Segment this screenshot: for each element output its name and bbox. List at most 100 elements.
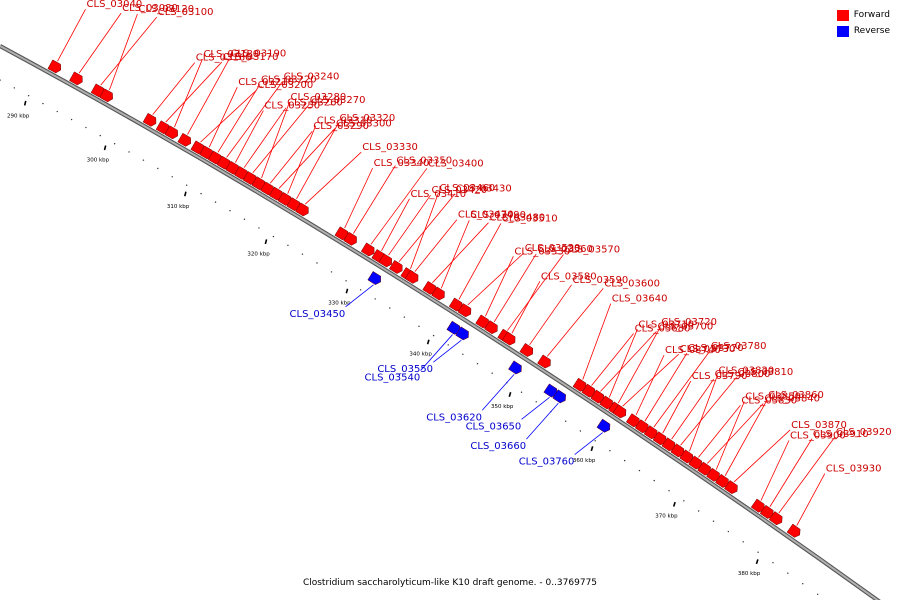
forward-gene-label: CLS_03710 — [638, 319, 694, 330]
forward-gene — [697, 461, 711, 476]
forward-gene-leader — [109, 13, 138, 91]
minor-tick — [345, 280, 347, 282]
minor-tick — [447, 344, 449, 346]
minor-tick — [403, 316, 406, 318]
kbp-tick — [264, 239, 268, 245]
forward-gene-label: CLS_03930 — [826, 464, 882, 475]
forward-gene — [723, 480, 738, 495]
minor-tick — [359, 289, 362, 291]
forward-gene-leader — [733, 429, 791, 483]
reverse-gene-label: CLS_03760 — [519, 457, 575, 468]
minor-tick — [42, 102, 44, 105]
forward-gene-leader — [724, 399, 768, 476]
forward-gene — [786, 523, 801, 538]
forward-gene-leader — [493, 253, 537, 323]
forward-gene-leader — [760, 440, 790, 501]
genome-caption: Clostridium saccharolyticum-like K10 dra… — [302, 578, 598, 588]
forward-gene-leader — [174, 58, 203, 128]
forward-gene — [164, 125, 178, 140]
reverse-gene-label: CLS_03660 — [470, 441, 526, 452]
forward-gene-leader — [344, 167, 373, 229]
minor-tick — [301, 253, 304, 255]
forward-gene-leader — [698, 405, 741, 458]
minor-tick — [229, 209, 231, 212]
kbp-tick — [184, 191, 187, 197]
minor-tick — [316, 262, 318, 264]
forward-gene — [404, 269, 419, 284]
minor-tick — [742, 541, 744, 543]
forward-gene — [378, 253, 392, 268]
backbone — [0, 45, 879, 600]
reverse-gene — [552, 389, 566, 404]
forward-gene-leader — [608, 329, 638, 398]
forward-gene-label: CLS_03590 — [573, 275, 629, 286]
forward-gene-label: CLS_03330 — [362, 142, 418, 153]
forward-gene-leader — [388, 194, 431, 256]
minor-tick — [683, 500, 685, 502]
kbp-tick-label: 310 kbp — [167, 204, 190, 210]
forward-gene — [388, 259, 403, 274]
forward-gene-leader — [662, 380, 692, 434]
kbp-tick — [345, 288, 349, 294]
forward-gene-leader — [187, 58, 230, 135]
forward-gene — [537, 354, 551, 369]
forward-gene-leader — [243, 107, 287, 168]
minor-tick — [757, 551, 759, 553]
minor-tick — [653, 479, 655, 482]
forward-gene-label: CLS_03840 — [764, 393, 820, 404]
minor-tick — [0, 79, 1, 81]
forward-gene — [706, 467, 720, 482]
forward-gene-label: CLS_03830 — [741, 395, 797, 406]
minor-tick — [787, 572, 789, 574]
minor-tick — [609, 450, 611, 452]
minor-tick — [638, 469, 641, 472]
reverse-gene-leader — [345, 284, 374, 308]
legend-reverse-swatch — [836, 25, 849, 37]
reverse-gene — [508, 360, 522, 375]
forward-gene — [99, 88, 113, 103]
minor-tick — [476, 363, 479, 365]
reverse-gene-leader — [481, 373, 515, 411]
forward-gene-leader — [252, 104, 310, 174]
forward-gene-leader — [485, 256, 514, 317]
forward-gene — [47, 59, 62, 74]
forward-gene-leader — [269, 130, 313, 184]
forward-gene-leader — [78, 12, 122, 74]
forward-gene-leader — [600, 331, 657, 392]
minor-tick — [330, 271, 333, 273]
forward-gene — [652, 431, 667, 446]
forward-gene — [759, 504, 774, 519]
minor-tick — [142, 159, 145, 161]
minor-tick — [374, 298, 376, 300]
minor-tick — [772, 561, 774, 564]
reverse-gene-leader — [526, 402, 559, 440]
forward-gene — [688, 455, 702, 470]
forward-gene-leader — [591, 333, 634, 386]
minor-tick — [185, 184, 188, 186]
forward-gene-label: CLS_03920 — [836, 427, 892, 438]
reverse-gene-leader — [420, 334, 453, 371]
forward-gene — [295, 202, 309, 217]
forward-gene — [177, 132, 191, 147]
forward-gene-label: CLS_03100 — [158, 7, 214, 18]
forward-gene-leader — [226, 81, 283, 158]
forward-gene — [69, 71, 83, 86]
forward-gene-label: CLS_03860 — [768, 390, 824, 401]
minor-tick — [287, 244, 289, 247]
forward-gene-leader — [671, 378, 714, 440]
forward-gene-leader — [414, 219, 458, 272]
forward-gene-label: CLS_03560 — [537, 244, 593, 255]
minor-tick — [579, 430, 582, 432]
forward-gene — [360, 242, 375, 257]
forward-gene-leader — [546, 288, 604, 357]
minor-tick — [243, 218, 246, 220]
forward-gene-label: CLS_03730 — [680, 344, 736, 355]
forward-gene-label: CLS_03120 — [138, 4, 194, 15]
reverse-gene-label: CLS_03550 — [377, 364, 433, 375]
forward-gene-leader — [715, 401, 745, 470]
forward-gene-label: CLS_03510 — [502, 213, 558, 224]
forward-gene — [431, 286, 445, 301]
forward-gene-label: CLS_03240 — [284, 71, 340, 82]
reverse-gene-label: CLS_03450 — [290, 309, 346, 320]
forward-gene-label: CLS_03460 — [439, 183, 495, 194]
